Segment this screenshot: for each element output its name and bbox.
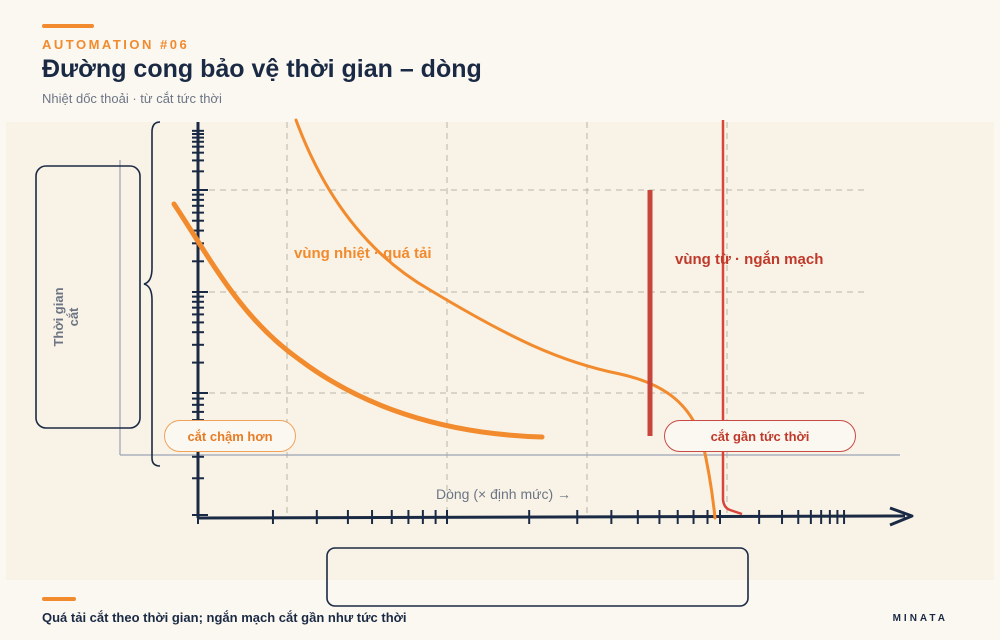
magnetic-zone-label: vùng từ · ngắn mạch xyxy=(675,251,824,268)
slow-trip-curve xyxy=(171,201,545,440)
x-axis-ticks xyxy=(197,510,846,524)
sketch-frame xyxy=(119,160,900,456)
y-label-box xyxy=(35,165,141,429)
slow-trip-pill: cắt chậm hơn xyxy=(164,420,296,452)
magnetic-curve xyxy=(721,120,743,516)
kicker: AUTOMATION #06 xyxy=(42,37,190,52)
page-title: Đường cong bảo vệ thời gian – dòng xyxy=(42,55,482,83)
brace xyxy=(143,121,161,467)
caption-box xyxy=(326,547,749,607)
grid-lines xyxy=(198,122,866,518)
page-subtitle: Nhiệt dốc thoải · từ cắt tức thời xyxy=(42,91,222,106)
y-axis-label: Thời gian cắt xyxy=(51,287,81,347)
footer-caption: Quá tải cắt theo thời gian; ngắn mạch cắ… xyxy=(42,610,407,625)
kicker-accent-bar xyxy=(42,24,94,28)
thermal-zone-label: vùng nhiệt · quá tải xyxy=(294,245,432,262)
x-axis-label: Dòng (× định mức) → xyxy=(436,486,572,502)
fast-trip-pill: cắt gần tức thời xyxy=(664,420,856,452)
diagram-panel xyxy=(6,122,994,580)
footer-accent-bar xyxy=(42,597,76,601)
y-axis-ticks xyxy=(192,129,208,516)
brand-logo: MINATA xyxy=(892,613,948,624)
x-axis-arrow-icon xyxy=(889,506,914,527)
